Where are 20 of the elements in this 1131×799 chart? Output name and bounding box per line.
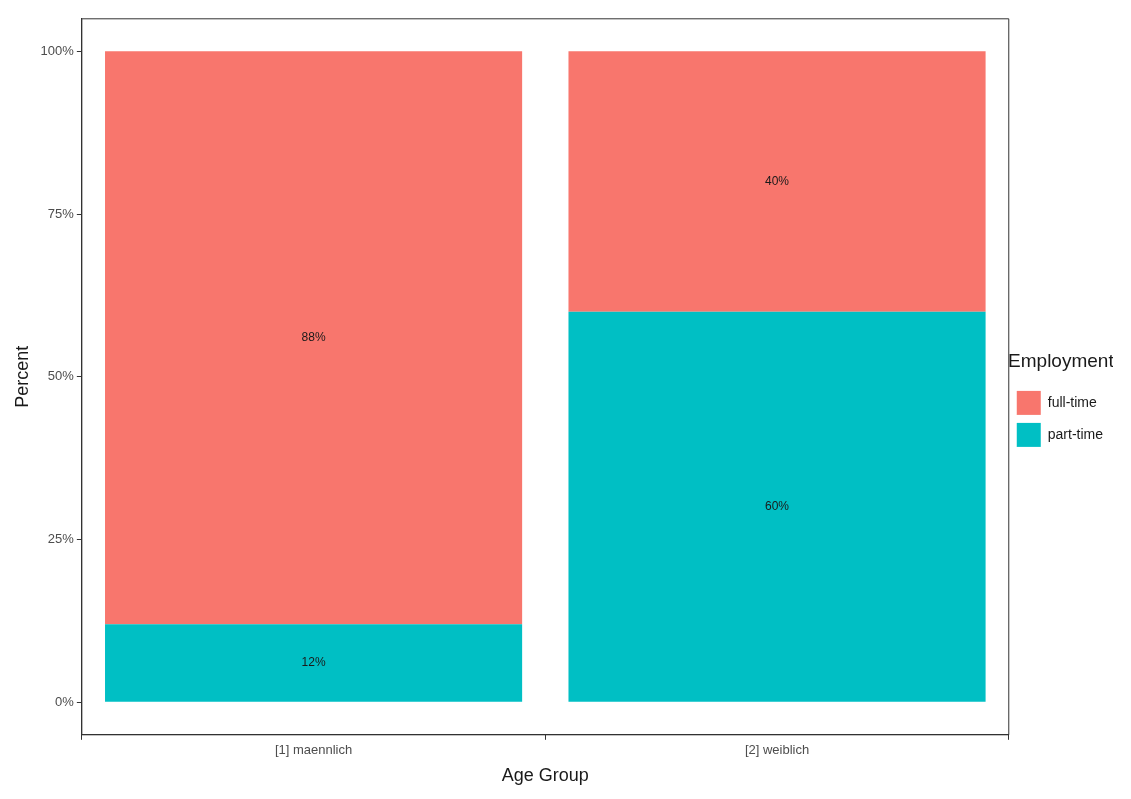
bar xyxy=(568,311,986,702)
data-label: 12% xyxy=(301,655,326,670)
legend-label: full-time xyxy=(1047,393,1097,410)
y-axis-title: Percent xyxy=(11,345,32,408)
y-tick-label: 50% xyxy=(47,368,75,384)
y-tick-label: 100% xyxy=(40,42,75,58)
data-label: 60% xyxy=(765,499,790,514)
y-tick-label: 75% xyxy=(47,205,75,221)
x-tick-label: [2] weiblich xyxy=(744,742,810,758)
bar xyxy=(105,624,523,702)
y-tick-label: 0% xyxy=(55,693,75,709)
x-tick-label: [1] maennlich xyxy=(274,742,353,758)
x-axis-title: Age Group xyxy=(501,765,589,786)
data-label: 40% xyxy=(765,173,790,188)
data-label: 88% xyxy=(301,330,326,345)
bar xyxy=(105,51,523,625)
legend-title: Employment xyxy=(1008,349,1115,371)
y-tick-label: 25% xyxy=(47,531,75,547)
bar xyxy=(568,51,986,312)
legend-label: part-time xyxy=(1047,425,1104,442)
